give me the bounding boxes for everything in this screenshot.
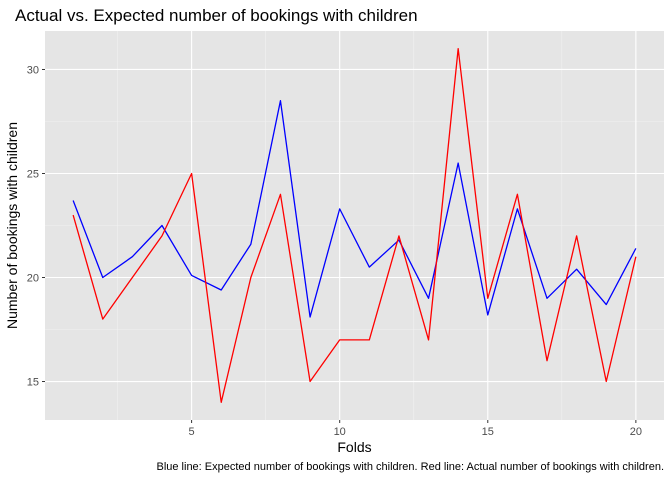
red-series-line: [72, 48, 637, 403]
blue-series-line: [72, 100, 637, 318]
x-tick-label: 15: [482, 426, 494, 438]
x-axis-title: Folds: [337, 439, 371, 455]
series-lines: [72, 48, 637, 403]
x-tick-label: 20: [630, 426, 642, 438]
major-gridlines: [45, 31, 664, 420]
axis-ticks: [42, 68, 637, 423]
axis-tick-labels: 5 10 15 20 15 20 25 30: [27, 64, 642, 438]
x-tick-label: 5: [189, 426, 195, 438]
y-tick-label: 15: [27, 377, 39, 389]
chart-caption: Blue line: Expected number of bookings w…: [156, 461, 664, 473]
y-tick-label: 30: [27, 64, 39, 76]
x-tick-label: 10: [334, 426, 346, 438]
chart-title: Actual vs. Expected number of bookings w…: [15, 6, 418, 25]
y-tick-label: 25: [27, 168, 39, 180]
minor-gridlines: [45, 31, 664, 420]
y-axis-title: Number of bookings with children: [4, 122, 20, 329]
y-tick-label: 20: [27, 273, 39, 285]
